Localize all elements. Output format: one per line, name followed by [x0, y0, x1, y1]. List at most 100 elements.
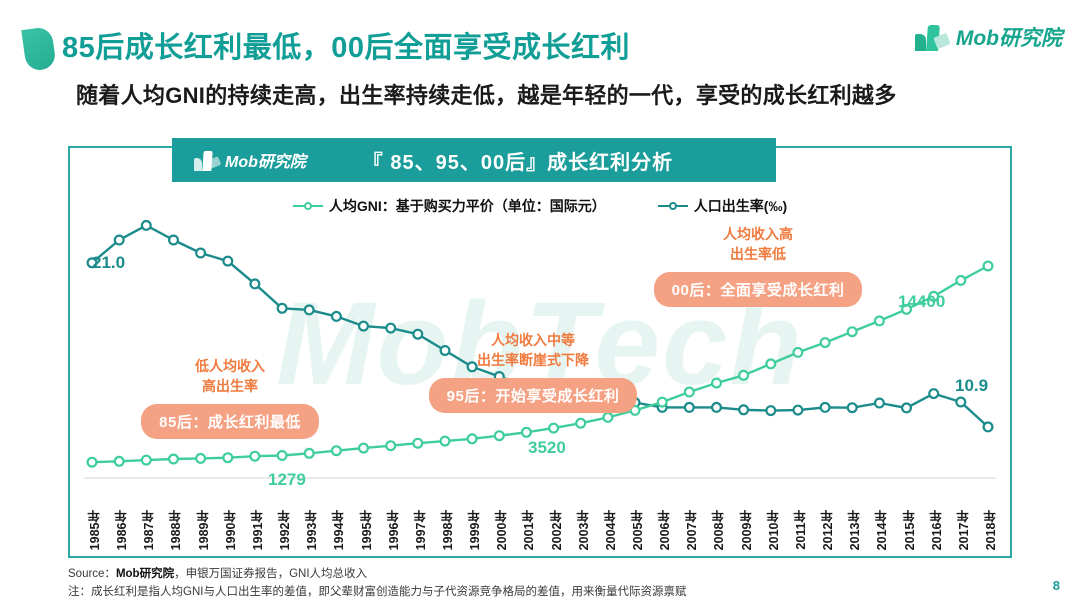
data-point[interactable]	[739, 371, 748, 380]
x-axis-tick: 1994年	[332, 509, 347, 550]
data-point[interactable]	[821, 338, 830, 347]
data-point[interactable]	[522, 428, 531, 437]
data-point[interactable]	[278, 304, 287, 313]
data-point[interactable]	[413, 330, 422, 339]
data-point[interactable]	[332, 312, 341, 321]
data-point[interactable]	[875, 317, 884, 326]
data-point[interactable]	[631, 406, 640, 415]
label-gni-2003: 3520	[528, 438, 566, 457]
data-point[interactable]	[251, 280, 260, 289]
data-point[interactable]	[984, 262, 993, 271]
anno-95-pill[interactable]: 95后：开始享受成长红利	[428, 377, 638, 413]
data-point[interactable]	[766, 360, 775, 369]
data-point[interactable]	[413, 439, 422, 448]
data-point[interactable]	[604, 413, 613, 422]
data-point[interactable]	[685, 388, 694, 397]
data-point[interactable]	[441, 346, 450, 355]
data-point[interactable]	[305, 449, 314, 458]
data-point[interactable]	[902, 404, 911, 413]
x-axis-tick: 1999年	[468, 509, 483, 550]
data-point[interactable]	[169, 236, 178, 245]
data-point[interactable]	[495, 431, 504, 440]
data-point[interactable]	[848, 327, 857, 336]
footer-source-rest: ，申银万国证券报告，GNI人均总收入	[174, 568, 368, 580]
x-axis-tick: 1993年	[305, 509, 320, 550]
x-axis-tick: 1988年	[169, 509, 184, 550]
data-point[interactable]	[142, 221, 151, 230]
data-point[interactable]	[766, 406, 775, 415]
x-axis-tick: 2002年	[549, 509, 564, 550]
mob-mark-icon	[194, 149, 222, 171]
data-point[interactable]	[386, 441, 395, 450]
page-number: 8	[1052, 578, 1060, 593]
data-point[interactable]	[88, 258, 97, 267]
data-point[interactable]	[88, 458, 97, 467]
legend-marker-icon	[292, 200, 323, 212]
data-point[interactable]	[739, 405, 748, 414]
data-point[interactable]	[332, 446, 341, 455]
data-point[interactable]	[848, 403, 857, 412]
mob-mark-icon	[914, 23, 951, 51]
banner-brand-name: Mob研究院	[225, 154, 306, 171]
legend-item-birthrate[interactable]: 人口出生率(‰)	[657, 196, 787, 216]
data-point[interactable]	[549, 424, 558, 433]
anno-85-line2: 高出生率	[202, 378, 258, 395]
data-point[interactable]	[984, 423, 993, 432]
label-birth-end: 10.9	[955, 376, 989, 395]
data-point[interactable]	[956, 276, 965, 285]
chart-title: 『 85、95、00后』成长红利分析	[362, 151, 674, 174]
label-birth-start: 21.0	[92, 253, 126, 272]
data-point[interactable]	[441, 437, 450, 446]
anno-85-line1: 低人均收入	[195, 358, 265, 374]
chart-legend: 人均GNI：基于购买力平价（单位：国际元） 人口出生率(‰)	[70, 196, 1010, 216]
data-point[interactable]	[305, 306, 314, 315]
legend-item-gni[interactable]: 人均GNI：基于购买力平价（单位：国际元）	[292, 196, 606, 216]
page-subtitle: 随着人均GNI的持续走高，出生率持续走低，越是年轻的一代，享受的成长红利越多	[76, 83, 897, 108]
data-point[interactable]	[196, 249, 205, 258]
data-point[interactable]	[386, 324, 395, 333]
data-point[interactable]	[821, 403, 830, 412]
data-point[interactable]	[658, 398, 667, 407]
anno-00-pill[interactable]: 00后：全面享受成长红利	[653, 271, 863, 307]
chart-banner: Mob研究院 『 85、95、00后』成长红利分析	[172, 138, 776, 182]
anno-95: 人均收入中等 出生率断崖式下降 95后：开始享受成长红利	[388, 330, 678, 413]
data-point[interactable]	[468, 362, 477, 371]
data-point[interactable]	[278, 451, 287, 460]
legend-label-gni: 人均GNI：基于购买力平价（单位：国际元）	[328, 198, 606, 214]
data-point[interactable]	[359, 444, 368, 453]
x-axis-tick: 1991年	[250, 509, 265, 550]
x-axis-labels: 1985年 1986年 1987年 1988年 1989年 1990年 1991年 1992年…	[70, 474, 1010, 550]
x-axis-tick: 2013年	[848, 509, 863, 550]
data-point[interactable]	[712, 403, 721, 412]
anno-95-line1: 人均收入中等	[491, 332, 575, 348]
data-point[interactable]	[169, 455, 178, 464]
anno-85-pill[interactable]: 85后：成长红利最低	[141, 403, 319, 439]
data-point[interactable]	[142, 456, 151, 465]
data-point[interactable]	[902, 305, 911, 314]
data-point[interactable]	[794, 348, 803, 357]
x-axis-tick: 2009年	[739, 509, 754, 550]
x-axis-tick: 2011年	[793, 510, 808, 550]
data-point[interactable]	[223, 257, 232, 266]
data-point[interactable]	[196, 454, 205, 463]
footer-line-2: 注：成长红利是指人均GNI与人口出生率的差值，即父辈财富创造能力与子代资源竞争格…	[68, 585, 687, 598]
anno-85: 低人均收入 高出生率 85后：成长红利最低	[100, 356, 360, 439]
data-point[interactable]	[223, 453, 232, 462]
data-point[interactable]	[875, 399, 884, 408]
data-point[interactable]	[929, 389, 938, 398]
data-point[interactable]	[794, 406, 803, 415]
data-point[interactable]	[251, 452, 260, 461]
data-point[interactable]	[712, 379, 721, 388]
data-point[interactable]	[468, 434, 477, 443]
data-point[interactable]	[115, 236, 124, 245]
data-point[interactable]	[929, 292, 938, 301]
data-point[interactable]	[115, 457, 124, 466]
data-point[interactable]	[956, 398, 965, 407]
data-point[interactable]	[576, 419, 585, 428]
x-axis-tick: 1995年	[359, 509, 374, 550]
x-axis-tick: 1998年	[440, 509, 455, 550]
x-axis-tick: 2018年	[984, 509, 998, 550]
data-point[interactable]	[359, 322, 368, 331]
data-point[interactable]	[685, 403, 694, 412]
footer-line-1: Source：Mob研究院，申银万国证券报告，GNI人均总收入	[68, 566, 686, 584]
